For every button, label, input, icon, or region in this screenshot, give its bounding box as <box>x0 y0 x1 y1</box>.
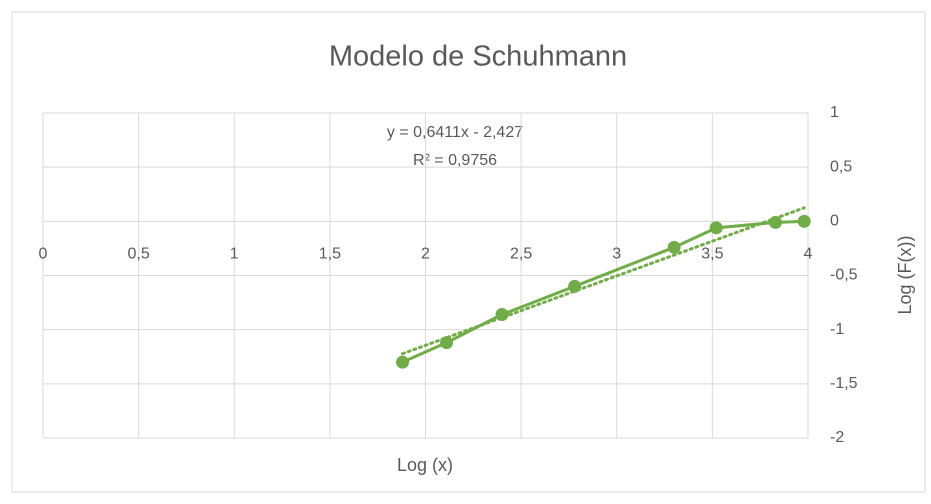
x-tick-label: 2 <box>421 246 430 263</box>
x-tick-label: 0,5 <box>128 246 150 263</box>
series-line <box>401 219 805 364</box>
x-tick-label: 0 <box>39 246 48 263</box>
marker <box>667 240 681 254</box>
marker <box>709 221 723 235</box>
x-tick-label: 4 <box>804 246 813 263</box>
y-tick-label: -1,5 <box>830 375 858 392</box>
marker <box>768 215 782 229</box>
y-tick-label: 0 <box>830 213 839 230</box>
chart-title: Modelo de Schuhmann <box>329 41 627 73</box>
x-tick-label: 3,5 <box>701 246 723 263</box>
y-tick-label: -1 <box>830 321 844 338</box>
y-tick-label: 1 <box>830 104 839 121</box>
marker <box>568 279 582 293</box>
x-axis-label: Log (x) <box>397 455 453 475</box>
x-tick-label: 1,5 <box>319 246 341 263</box>
x-tick-label: 2,5 <box>510 246 532 263</box>
x-tick-label: 3 <box>612 246 621 263</box>
y-tick-label: -2 <box>830 429 844 446</box>
y-tick-label: -0,5 <box>830 267 858 284</box>
y-tick-label: 0,5 <box>830 158 852 175</box>
x-tick-label: 1 <box>230 246 239 263</box>
trendline-r2: R² = 0,9756 <box>413 152 497 169</box>
chart-frame <box>11 11 926 493</box>
marker <box>396 355 410 369</box>
marker <box>495 308 509 321</box>
trendline-equation: y = 0,6411x - 2,427 <box>387 124 523 141</box>
marker <box>440 336 454 350</box>
y-axis-label: Log (F(x)) <box>895 235 915 314</box>
marker <box>797 214 811 228</box>
